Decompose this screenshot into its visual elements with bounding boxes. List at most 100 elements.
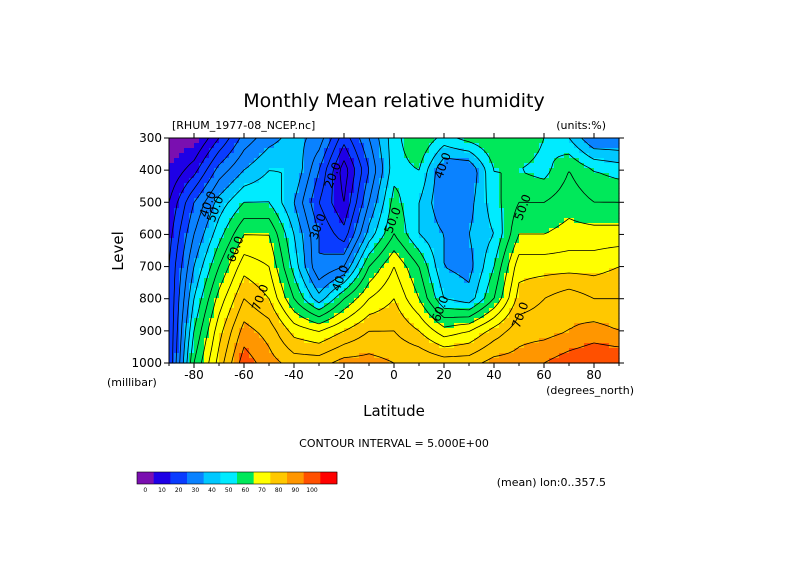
field-cell: [334, 213, 340, 219]
field-cell: [224, 298, 230, 304]
field-cell: [254, 263, 260, 269]
field-cell: [439, 233, 445, 239]
field-cell: [324, 178, 330, 184]
field-cell: [209, 328, 215, 334]
field-cell: [539, 248, 545, 254]
field-cell: [379, 298, 385, 304]
field-cell: [454, 223, 460, 229]
field-cell: [529, 318, 535, 324]
field-cell: [494, 278, 500, 284]
field-cell: [249, 198, 255, 204]
field-cell: [524, 183, 530, 189]
field-cell: [179, 173, 185, 179]
field-cell: [599, 223, 605, 229]
field-cell: [424, 343, 430, 349]
field-cell: [269, 183, 275, 189]
field-cell: [549, 303, 555, 309]
field-cell: [329, 138, 335, 144]
field-cell: [394, 288, 400, 294]
field-cell: [454, 318, 460, 324]
field-cell: [274, 283, 280, 289]
field-cell: [174, 328, 180, 334]
field-cell: [399, 213, 405, 219]
field-cell: [519, 233, 525, 239]
field-cell: [314, 158, 320, 164]
field-cell: [574, 183, 580, 189]
field-cell: [374, 243, 380, 249]
field-cell: [239, 333, 245, 339]
field-cell: [504, 188, 510, 194]
field-cell: [439, 143, 445, 149]
field-cell: [484, 338, 490, 344]
field-cell: [539, 143, 545, 149]
field-cell: [389, 213, 395, 219]
field-cell: [329, 168, 335, 174]
field-cell: [199, 348, 205, 354]
field-cell: [579, 328, 585, 334]
field-cell: [399, 343, 405, 349]
field-cell: [534, 333, 540, 339]
field-cell: [434, 333, 440, 339]
field-cell: [354, 193, 360, 199]
field-cell: [379, 278, 385, 284]
field-cell: [389, 333, 395, 339]
field-cell: [424, 158, 430, 164]
field-cell: [569, 143, 575, 149]
field-cell: [479, 188, 485, 194]
field-cell: [554, 348, 560, 354]
field-cell: [424, 333, 430, 339]
field-cell: [454, 203, 460, 209]
field-cell: [344, 183, 350, 189]
field-cell: [569, 263, 575, 269]
field-cell: [594, 233, 600, 239]
field-cell: [499, 343, 505, 349]
field-cell: [614, 188, 620, 194]
field-cell: [324, 198, 330, 204]
field-cell: [264, 328, 270, 334]
field-cell: [289, 328, 295, 334]
field-cell: [329, 183, 335, 189]
field-cell: [434, 283, 440, 289]
field-cell: [614, 338, 620, 344]
field-cell: [169, 168, 175, 174]
field-cell: [204, 203, 210, 209]
field-cell: [369, 198, 375, 204]
field-cell: [484, 153, 490, 159]
field-cell: [569, 313, 575, 319]
field-cell: [594, 173, 600, 179]
field-cell: [314, 163, 320, 169]
field-cell: [364, 353, 370, 359]
field-cell: [539, 203, 545, 209]
field-cell: [169, 293, 175, 299]
field-cell: [569, 273, 575, 279]
field-cell: [304, 203, 310, 209]
field-cell: [179, 303, 185, 309]
field-cell: [319, 183, 325, 189]
field-cell: [429, 348, 435, 354]
field-cell: [339, 168, 345, 174]
field-cell: [309, 228, 315, 234]
field-cell: [264, 323, 270, 329]
field-cell: [529, 163, 535, 169]
field-cell: [454, 283, 460, 289]
field-cell: [459, 228, 465, 234]
field-cell: [174, 228, 180, 234]
field-cell: [479, 318, 485, 324]
field-cell: [334, 348, 340, 354]
field-cell: [289, 248, 295, 254]
field-cell: [259, 233, 265, 239]
field-cell: [309, 173, 315, 179]
field-cell: [504, 178, 510, 184]
field-cell: [344, 208, 350, 214]
field-cell: [324, 188, 330, 194]
field-cell: [249, 328, 255, 334]
field-cell: [484, 183, 490, 189]
field-cell: [209, 323, 215, 329]
field-cell: [304, 288, 310, 294]
field-cell: [244, 308, 250, 314]
field-cell: [494, 333, 500, 339]
field-cell: [514, 193, 520, 199]
field-cell: [604, 183, 610, 189]
field-cell: [439, 193, 445, 199]
field-cell: [604, 278, 610, 284]
